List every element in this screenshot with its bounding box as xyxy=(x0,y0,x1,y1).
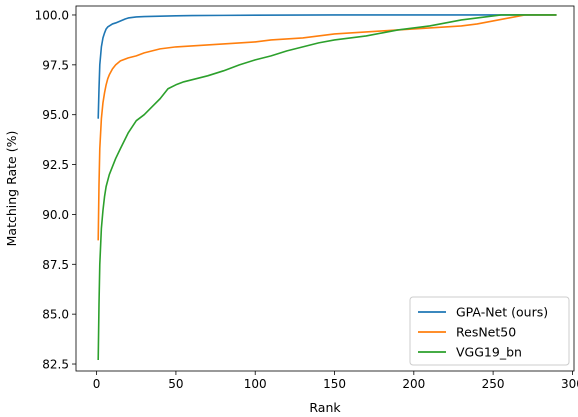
x-tick-label: 250 xyxy=(482,377,505,391)
y-tick-label: 82.5 xyxy=(42,358,69,372)
plot-lines xyxy=(97,14,557,361)
y-tick-label: 100.0 xyxy=(35,8,69,22)
y-tick-label: 92.5 xyxy=(42,158,69,172)
legend-entry-1: ResNet50 xyxy=(456,325,516,340)
y-axis-label: Matching Rate (%) xyxy=(4,131,19,247)
x-tick-label: 300 xyxy=(561,377,578,391)
x-tick-label: 0 xyxy=(93,377,101,391)
x-tick-label: 50 xyxy=(168,377,183,391)
x-tick-label: 100 xyxy=(244,377,267,391)
plot-frame xyxy=(75,5,575,372)
legend: GPA-Net (ours) ResNet50 VGG19_bn xyxy=(409,296,570,366)
series-line-0 xyxy=(97,14,557,119)
y-tick-label: 85.0 xyxy=(42,308,69,322)
legend-entry-0: GPA-Net (ours) xyxy=(456,305,548,320)
x-tick-label: 150 xyxy=(323,377,346,391)
legend-entry-2: VGG19_bn xyxy=(456,345,522,360)
x-tick-label: 200 xyxy=(402,377,425,391)
y-tick-label: 95.0 xyxy=(42,108,69,122)
x-axis: 0 50 100 150 200 250 300 xyxy=(93,371,578,391)
y-axis: 82.5 85.0 87.5 90.0 92.5 95.0 97.5 100.0 xyxy=(35,8,76,372)
series-line-1 xyxy=(97,14,557,241)
legend-box xyxy=(409,296,570,366)
y-tick-label: 87.5 xyxy=(42,258,69,272)
series-line-2 xyxy=(97,14,557,361)
y-tick-label: 90.0 xyxy=(42,208,69,222)
x-axis-label: Rank xyxy=(309,400,341,415)
y-tick-label: 97.5 xyxy=(42,58,69,72)
